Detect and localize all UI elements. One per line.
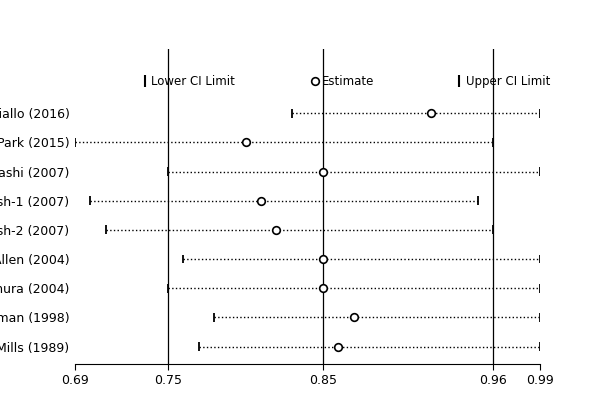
- Text: Upper CI Limit: Upper CI Limit: [466, 75, 550, 88]
- Text: Estimate: Estimate: [322, 75, 374, 88]
- Text: Lower CI Limit: Lower CI Limit: [151, 75, 235, 88]
